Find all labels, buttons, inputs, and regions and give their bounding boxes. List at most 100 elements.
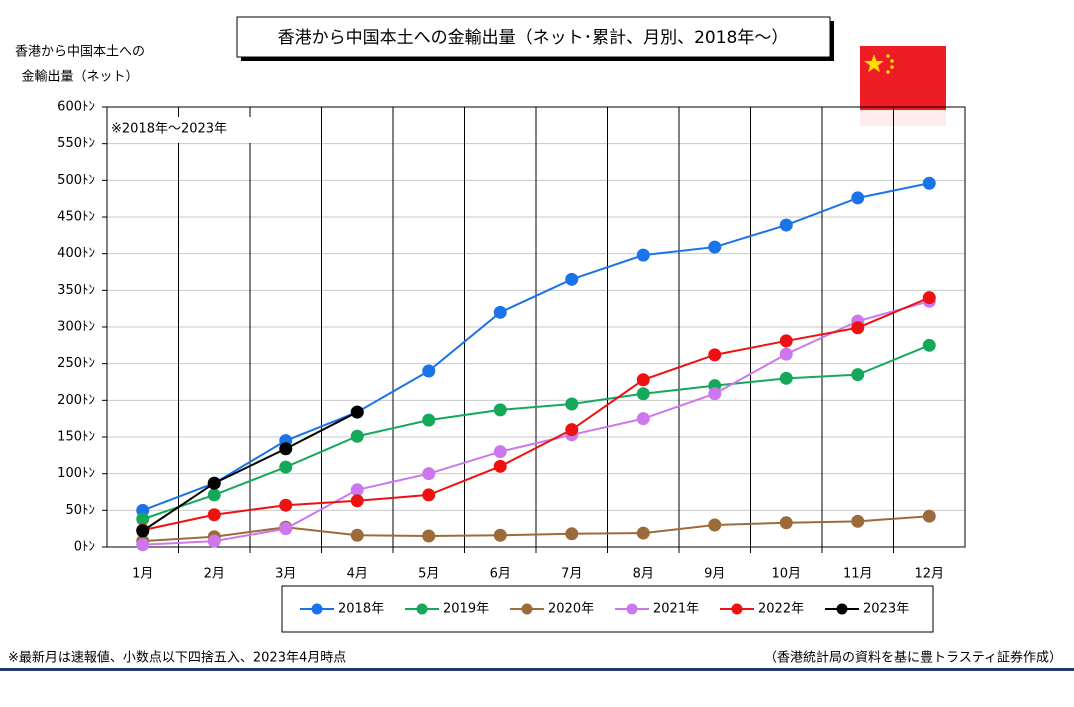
- y-tick-label: 250ﾄﾝ: [57, 356, 95, 371]
- data-point: [493, 445, 507, 459]
- x-tick-label: 2月: [204, 567, 225, 582]
- data-point: [565, 423, 579, 437]
- data-point: [779, 347, 793, 361]
- y-tick-label: 400ﾄﾝ: [57, 246, 95, 261]
- plot-frame: [106, 106, 966, 548]
- annotation-bg: [109, 117, 261, 143]
- data-point: [350, 494, 364, 508]
- data-point: [779, 218, 793, 232]
- data-point: [207, 508, 221, 522]
- data-point: [279, 522, 293, 536]
- source: （香港統計局の資料を基に豊トラスティ証券作成）: [764, 650, 1062, 666]
- data-point: [636, 526, 650, 540]
- footer-rule: [0, 668, 1074, 671]
- x-tick-label: 3月: [275, 567, 296, 582]
- annotation: ※2018年～2023年: [111, 122, 227, 137]
- data-point: [851, 191, 865, 205]
- legend-marker: [416, 603, 428, 615]
- data-point: [279, 460, 293, 474]
- legend-label: 2019年: [443, 602, 489, 617]
- data-point: [636, 412, 650, 426]
- series-line: [142, 344, 930, 521]
- footnote: ※最新月は速報値、小数点以下四捨五入、2023年4月時点: [8, 650, 346, 666]
- data-point: [493, 305, 507, 319]
- data-point: [851, 368, 865, 382]
- x-tick-label: 10月: [771, 567, 801, 582]
- legend-box: [281, 585, 934, 633]
- data-point: [922, 291, 936, 305]
- data-point: [493, 459, 507, 473]
- y-tick-label: 200ﾄﾝ: [57, 393, 95, 408]
- data-point: [922, 176, 936, 190]
- data-point: [708, 518, 722, 532]
- legend-label: 2022年: [758, 602, 804, 617]
- legend-marker: [311, 603, 323, 615]
- data-point: [350, 405, 364, 419]
- flag: [860, 46, 946, 126]
- data-point: [493, 403, 507, 417]
- legend-marker: [626, 603, 638, 615]
- data-point: [422, 413, 436, 427]
- title-box: [236, 16, 831, 58]
- legend-label: 2021年: [653, 602, 699, 617]
- y-tick-label: 100ﾄﾝ: [57, 466, 95, 481]
- y-tick-label: 550ﾄﾝ: [57, 136, 95, 151]
- data-point: [779, 334, 793, 348]
- data-point: [422, 488, 436, 502]
- data-point: [708, 240, 722, 254]
- x-tick-label: 4月: [347, 567, 368, 582]
- data-point: [636, 387, 650, 401]
- data-point: [422, 467, 436, 481]
- y-tick-label: 0ﾄﾝ: [74, 540, 95, 555]
- data-point: [279, 442, 293, 456]
- data-point: [493, 528, 507, 542]
- x-tick-label: 6月: [490, 567, 511, 582]
- data-point: [779, 516, 793, 530]
- series-line: [142, 182, 930, 512]
- data-point: [422, 364, 436, 378]
- legend-label: 2020年: [548, 602, 594, 617]
- data-point: [779, 371, 793, 385]
- legend-label: 2023年: [863, 602, 909, 617]
- data-point: [207, 488, 221, 502]
- x-tick-label: 5月: [418, 567, 439, 582]
- y-tick-label: 300ﾄﾝ: [57, 320, 95, 335]
- data-point: [708, 348, 722, 362]
- y-axis-label: 金輸出量（ネット）: [21, 69, 138, 85]
- data-point: [851, 514, 865, 528]
- y-tick-label: 600ﾄﾝ: [57, 100, 95, 115]
- data-point: [350, 528, 364, 542]
- y-tick-label: 350ﾄﾝ: [57, 283, 95, 298]
- data-point: [350, 483, 364, 497]
- data-point: [207, 476, 221, 490]
- chart-title: 香港から中国本土への金輸出量（ネット･累計、月別、2018年～）: [278, 28, 789, 48]
- x-tick-label: 9月: [704, 567, 725, 582]
- series-line: [142, 515, 930, 543]
- legend-marker: [836, 603, 848, 615]
- series-line: [142, 300, 930, 546]
- data-point: [636, 373, 650, 387]
- data-point: [350, 429, 364, 443]
- x-tick-label: 7月: [561, 567, 582, 582]
- y-tick-label: 450ﾄﾝ: [57, 210, 95, 225]
- y-tick-label: 150ﾄﾝ: [57, 430, 95, 445]
- legend-marker: [731, 603, 743, 615]
- y-axis-label: 香港から中国本土への: [15, 45, 145, 60]
- data-point: [422, 529, 436, 543]
- y-tick-label: 500ﾄﾝ: [57, 173, 95, 188]
- data-point: [636, 248, 650, 262]
- data-point: [136, 524, 150, 538]
- data-point: [136, 512, 150, 526]
- x-tick-label: 1月: [132, 567, 153, 582]
- data-point: [279, 498, 293, 512]
- x-tick-label: 8月: [633, 567, 654, 582]
- legend-marker: [521, 603, 533, 615]
- series-line: [142, 411, 358, 532]
- y-tick-label: 50ﾄﾝ: [65, 503, 95, 518]
- data-point: [708, 387, 722, 401]
- x-tick-label: 11月: [843, 567, 873, 582]
- data-point: [207, 534, 221, 548]
- data-point: [851, 321, 865, 335]
- data-point: [922, 509, 936, 523]
- data-point: [565, 527, 579, 541]
